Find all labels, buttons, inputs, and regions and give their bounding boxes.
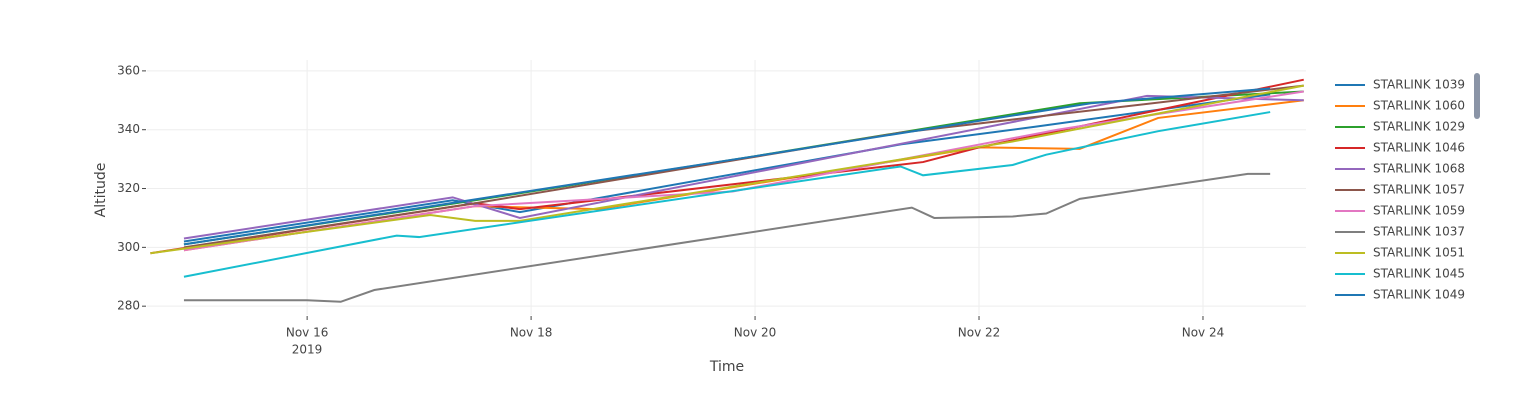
legend-label: STARLINK 1049 [1373, 288, 1465, 302]
x-tick-label: Nov 18 [510, 326, 553, 340]
legend-label: STARLINK 1045 [1373, 267, 1465, 281]
legend-label: STARLINK 1046 [1373, 141, 1465, 155]
legend: STARLINK 1039 STARLINK 1060 STARLINK 1029 S… [1335, 78, 1465, 302]
x-tick-label: Nov 20 [734, 326, 777, 340]
x-tick-label: Nov 22 [958, 326, 1001, 340]
series-line [183, 84, 1304, 249]
series-line [183, 111, 1271, 278]
y-tick-label: 360 [117, 63, 140, 77]
legend-label: STARLINK 1060 [1373, 99, 1465, 113]
legend-scrollbar[interactable] [1474, 73, 1480, 119]
x-year-label: 2019 [292, 343, 323, 357]
legend-label: STARLINK 1068 [1373, 162, 1465, 176]
legend-label: STARLINK 1051 [1373, 246, 1465, 260]
y-tick-label: 340 [117, 122, 140, 136]
y-axis-title: Altitude [93, 163, 109, 218]
legend-label: STARLINK 1029 [1373, 120, 1465, 134]
legend-label: STARLINK 1037 [1373, 225, 1465, 239]
series-line [183, 87, 1271, 246]
x-tick-label: Nov 24 [1182, 326, 1225, 340]
y-tick-label: 320 [117, 181, 140, 195]
legend-label: STARLINK 1039 [1373, 78, 1465, 92]
y-tick-label: 280 [117, 299, 140, 313]
series-line [183, 172, 1271, 303]
legend-label: STARLINK 1059 [1373, 204, 1465, 218]
legend-label: STARLINK 1057 [1373, 183, 1465, 197]
x-tick-label: Nov 16 [286, 326, 329, 340]
x-axis-title: Time [709, 359, 744, 375]
y-tick-label: 300 [117, 240, 140, 254]
series-line [150, 84, 1304, 255]
series-line [183, 93, 1271, 243]
plot-area [150, 78, 1304, 303]
